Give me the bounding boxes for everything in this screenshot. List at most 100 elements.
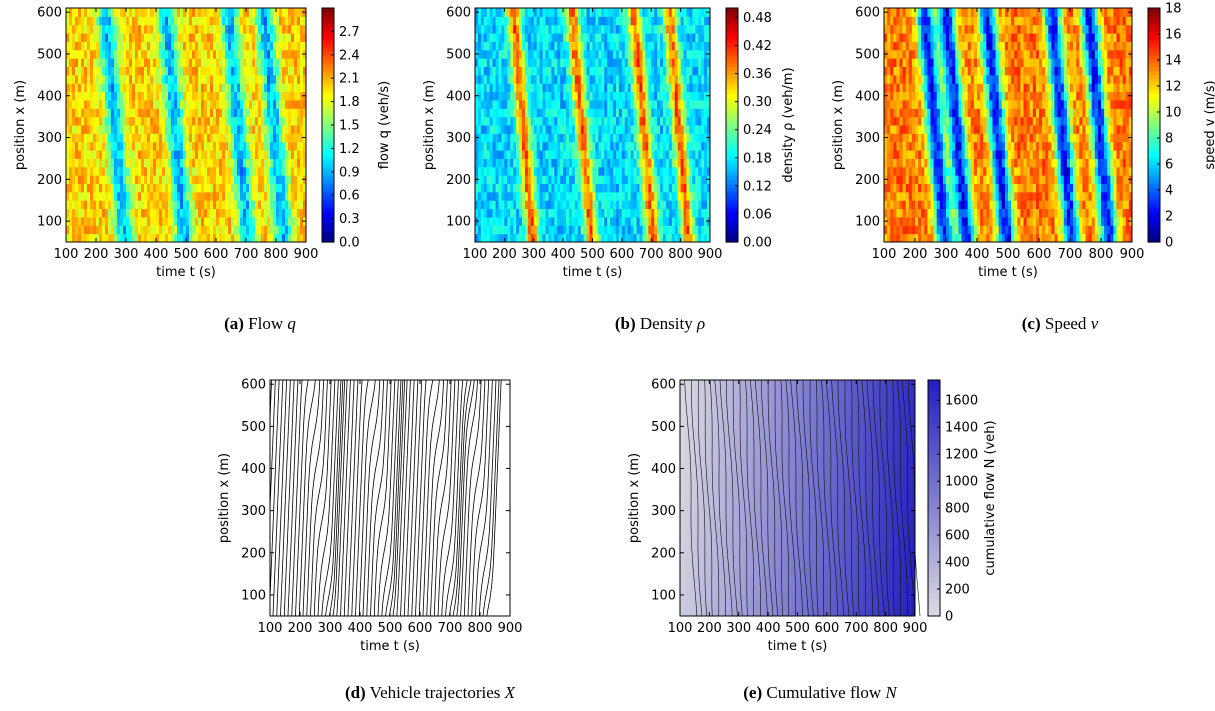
heatmap-cell	[689, 74, 693, 84]
heatmap-cell	[595, 66, 599, 76]
heatmap-cell	[1029, 216, 1034, 226]
heatmap-cell	[613, 125, 617, 134]
heatmap-cell	[908, 216, 913, 226]
heatmap-cell	[132, 74, 136, 84]
heatmap-cell	[504, 74, 508, 84]
heatmap-cell	[267, 83, 271, 93]
heatmap-cell	[627, 158, 632, 168]
heatmap-cell	[300, 8, 304, 17]
heatmap-cell	[1076, 233, 1080, 243]
colorbar-swatch	[726, 187, 738, 192]
heatmap-cell	[613, 158, 617, 168]
heatmap-cell	[273, 175, 277, 184]
heatmap-cell	[240, 83, 244, 93]
heatmap-cell	[586, 141, 591, 151]
heatmap-cell	[636, 233, 640, 243]
heatmap-cell	[231, 99, 235, 109]
heatmap-cell	[887, 233, 891, 243]
heatmap-cell	[522, 24, 526, 34]
heatmap-cell	[513, 183, 517, 193]
heatmap-cell	[285, 175, 289, 184]
heatmap-cell	[183, 150, 187, 159]
heatmap-cell	[225, 133, 229, 143]
heatmap-cell	[618, 116, 623, 126]
heatmap-cell	[896, 216, 900, 226]
heatmap-cell	[66, 141, 70, 151]
heatmap-cell	[126, 183, 130, 193]
heatmap-cell	[258, 133, 262, 143]
heatmap-cell	[132, 208, 136, 218]
heatmap-cell	[557, 133, 561, 143]
heatmap-cell	[477, 74, 482, 84]
heatmap-cell	[219, 133, 223, 143]
heatmap-cell	[586, 191, 591, 201]
heatmap-cell	[141, 116, 145, 126]
heatmap-cell	[695, 191, 699, 201]
heatmap-cell	[692, 141, 696, 151]
heatmap-cell	[513, 233, 517, 243]
heatmap-cell	[246, 208, 250, 218]
heatmap-cell	[563, 8, 567, 17]
heatmap-cell	[695, 74, 699, 84]
heatmap-cell	[252, 8, 256, 17]
heatmap-cell	[621, 24, 626, 34]
y-axis-label: position x (m)	[422, 80, 437, 170]
heatmap-cell	[495, 191, 499, 201]
heatmap-cell	[633, 208, 638, 218]
heatmap-cell	[621, 41, 626, 51]
heatmap-cell	[222, 41, 226, 51]
heatmap-cell	[663, 41, 667, 51]
heatmap-cell	[273, 233, 277, 243]
heatmap-cell	[180, 49, 184, 59]
colorbar-swatch	[322, 148, 334, 153]
heatmap-cell	[237, 141, 241, 151]
heatmap-cell	[147, 66, 151, 76]
heatmap-cell	[210, 191, 214, 201]
heatmap-cell	[668, 150, 673, 159]
heatmap-cell	[539, 58, 544, 67]
heatmap-cell	[213, 200, 217, 210]
heatmap-cell	[884, 225, 888, 235]
heatmap-cell	[198, 99, 202, 109]
heatmap-cell	[577, 125, 582, 134]
heatmap-cell	[252, 200, 256, 210]
heatmap-cell	[300, 150, 304, 159]
heatmap-cell	[651, 66, 655, 76]
heatmap-cell	[477, 66, 482, 76]
heatmap-cell	[234, 58, 238, 67]
heatmap-cell	[604, 200, 608, 210]
heatmap-cell	[636, 24, 640, 34]
heatmap-cell	[486, 141, 491, 151]
heatmap-cell	[240, 125, 244, 134]
heatmap-cell	[141, 233, 145, 243]
heatmap-cell	[189, 41, 193, 51]
heatmap-cell	[102, 233, 106, 243]
heatmap-cell	[580, 108, 585, 118]
heatmap-cell	[548, 58, 552, 67]
heatmap-cell	[204, 183, 208, 193]
heatmap-cell	[704, 58, 708, 67]
heatmap-cell	[108, 41, 112, 51]
heatmap-cell	[138, 8, 142, 17]
heatmap-cell	[171, 133, 175, 143]
heatmap-cell	[177, 200, 181, 210]
heatmap-cell	[210, 141, 214, 151]
heatmap-cell	[683, 49, 687, 59]
heatmap-cell	[72, 125, 76, 134]
heatmap-cell	[273, 183, 277, 193]
heatmap-cell	[527, 141, 532, 151]
heatmap-cell	[186, 125, 190, 134]
heatmap-cell	[189, 49, 193, 59]
heatmap-cell	[1060, 225, 1065, 235]
heatmap-cell	[150, 16, 154, 26]
heatmap-cell	[592, 108, 596, 118]
heatmap-cell	[498, 125, 502, 134]
heatmap-cell	[69, 225, 73, 235]
heatmap-cell	[921, 233, 925, 243]
heatmap-cell	[563, 33, 567, 42]
heatmap-cell	[150, 83, 154, 93]
colorbar-swatch	[726, 62, 738, 68]
heatmap-cell	[510, 99, 514, 109]
heatmap-cell	[162, 233, 166, 243]
heatmap-cell	[75, 233, 79, 243]
